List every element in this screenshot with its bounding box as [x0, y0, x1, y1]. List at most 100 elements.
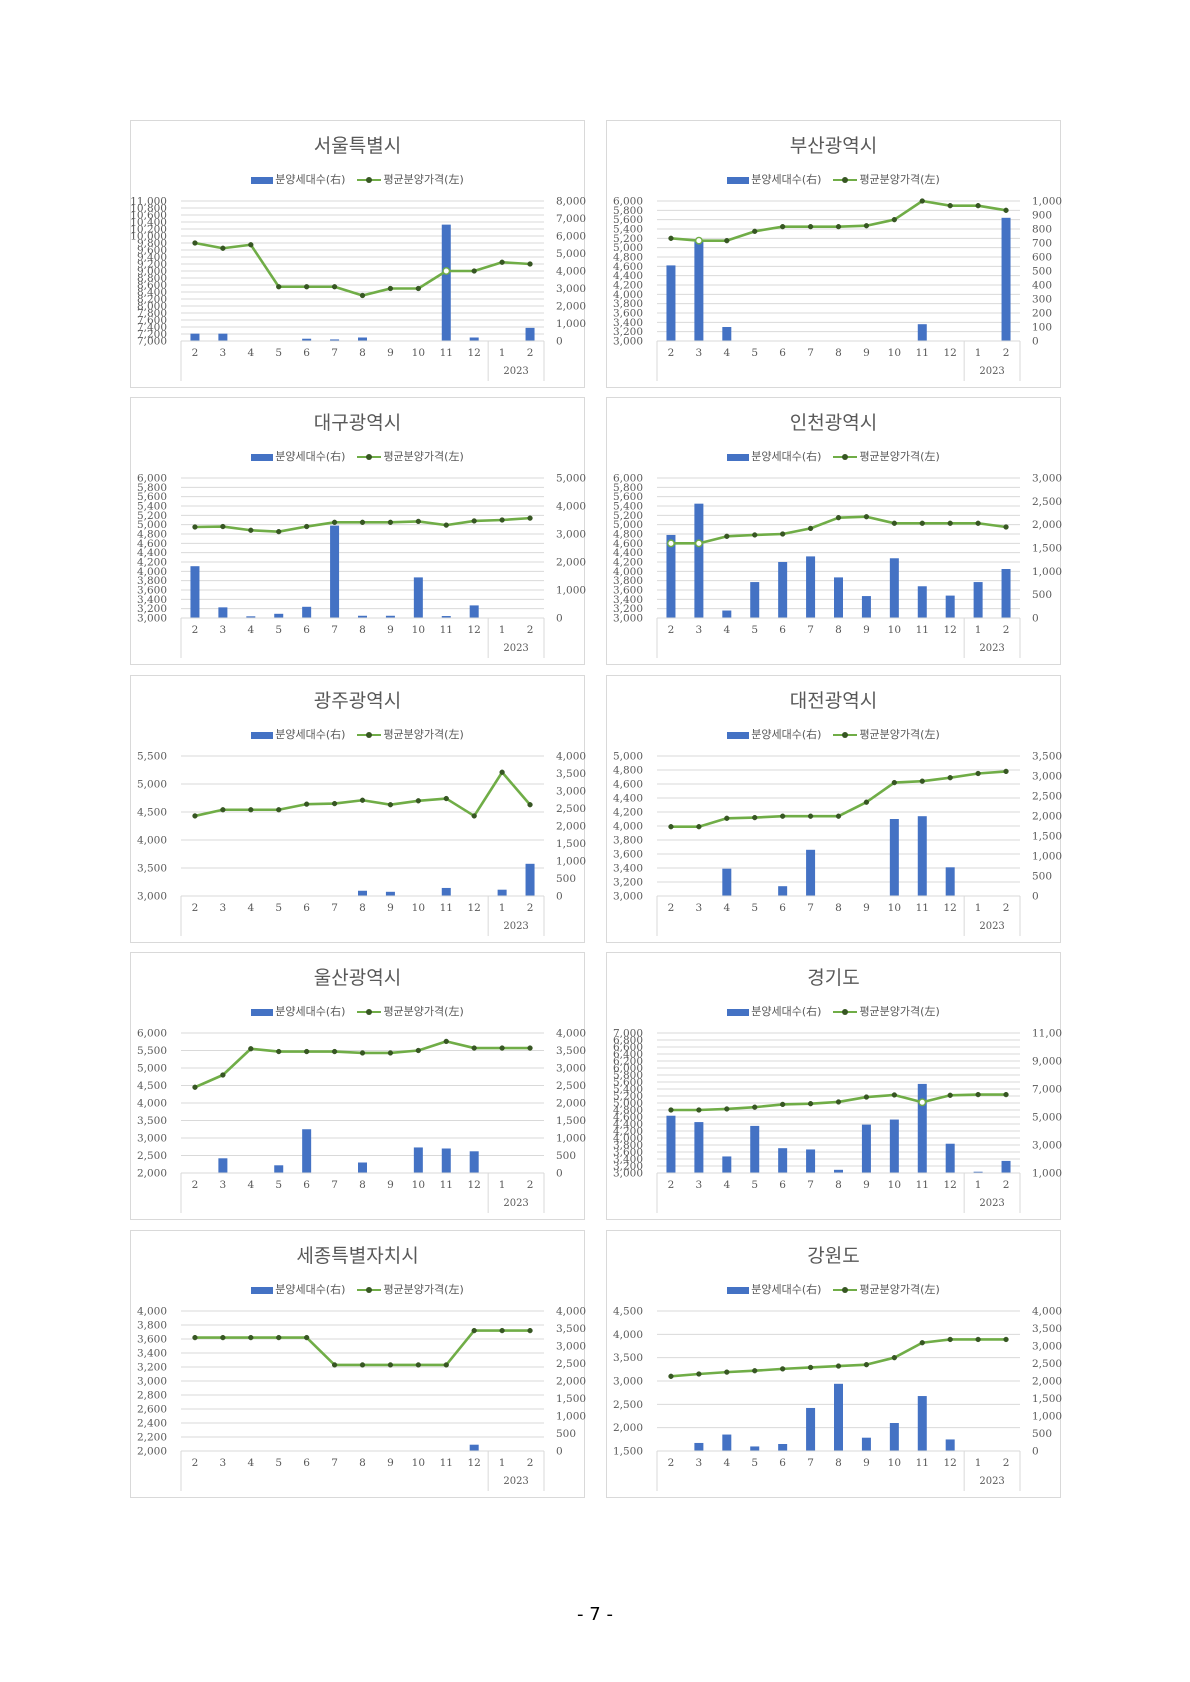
bar [861, 1124, 871, 1173]
left-tick-label: 3,000 [613, 613, 643, 625]
bar [666, 534, 676, 618]
legend-bar-label: 분양세대수(右) [751, 1005, 822, 1018]
bar [302, 338, 312, 341]
right-tick-label: 11,000 [1032, 1028, 1062, 1040]
line-point [387, 519, 394, 525]
bar [889, 1119, 899, 1173]
line-point [891, 1355, 897, 1361]
year-label: 2023 [979, 921, 1004, 932]
line-point [387, 285, 394, 292]
left-tick-label: 5,500 [137, 751, 167, 763]
right-tick-label: 500 [1032, 266, 1052, 278]
bar [469, 1151, 479, 1173]
right-tick-label: 300 [1032, 294, 1052, 306]
x-tick-label: 7 [331, 347, 338, 359]
bar [1001, 1160, 1011, 1173]
x-tick-label: 4 [723, 902, 730, 914]
x-tick-label: 2 [192, 1179, 199, 1191]
legend-line-swatch [833, 731, 858, 739]
bar [274, 1165, 284, 1173]
x-tick-label: 7 [807, 902, 814, 914]
line-point [359, 1050, 366, 1056]
left-tick-label: 6,000 [137, 473, 167, 485]
left-tick-label: 4,400 [613, 793, 643, 805]
year-label: 2023 [503, 1198, 528, 1209]
line-point [919, 520, 925, 526]
line-point [220, 1334, 226, 1341]
line-point [415, 1047, 421, 1054]
line-point [947, 1336, 953, 1343]
bar [945, 867, 955, 896]
line-point [780, 224, 786, 230]
left-tick-label: 4,400 [613, 1119, 643, 1131]
left-tick-label: 3,500 [137, 863, 167, 875]
line-point [387, 802, 394, 808]
right-tick-label: 7,000 [556, 213, 586, 225]
line-point [724, 1106, 730, 1112]
line-point [918, 1098, 927, 1107]
chart-title: 경기도 [807, 967, 860, 989]
line-point [807, 224, 814, 230]
legend-bar-label: 분양세대수(右) [275, 173, 346, 186]
legend-line-label: 평균분양가격(左) [383, 728, 464, 741]
left-tick-label: 4,000 [613, 1329, 643, 1341]
bar [917, 1083, 927, 1173]
left-tick-label: 7,600 [137, 315, 167, 327]
right-tick-label: 5,000 [556, 248, 586, 260]
legend-line-swatch [833, 453, 858, 461]
right-tick-label: 3,000 [1032, 1140, 1062, 1152]
chart-title: 세종특별자치시 [296, 1245, 419, 1267]
x-tick-label: 12 [944, 347, 957, 359]
right-tick-label: 2,000 [556, 301, 586, 313]
legend-bar-swatch [251, 1008, 274, 1016]
left-tick-label: 4,000 [613, 566, 643, 578]
right-tick-label: 500 [1032, 871, 1052, 883]
legend-line-label: 평균분양가격(左) [859, 728, 940, 741]
x-tick-label: 2 [1003, 624, 1010, 636]
left-tick-label: 4,000 [137, 566, 167, 578]
x-tick-label: 2 [668, 1457, 675, 1469]
x-tick-label: 3 [696, 1179, 703, 1191]
right-tick-label: 800 [1032, 224, 1052, 236]
legend-line-swatch [833, 1286, 858, 1294]
bar [973, 582, 983, 618]
right-tick-label: 2,500 [556, 803, 586, 815]
x-tick-label: 5 [275, 624, 282, 636]
chart-title: 광주광역시 [313, 690, 402, 712]
line-point [527, 1045, 533, 1051]
left-tick-label: 3,400 [613, 863, 643, 875]
left-tick-label: 5,800 [613, 205, 643, 217]
x-tick-label: 10 [888, 347, 901, 359]
chart-title: 부산광역시 [789, 135, 878, 157]
line-point [248, 242, 254, 248]
series-line [670, 515, 1007, 545]
right-tick-label: 4,000 [556, 1028, 586, 1040]
chart-legend: 분양세대수(右) 평균분양가격(左) [131, 171, 584, 187]
right-tick-label: 100 [1032, 322, 1052, 334]
right-tick-label: 500 [556, 873, 576, 885]
x-tick-label: 11 [916, 902, 929, 914]
chart-panel: 대전광역시 분양세대수(右) 평균분양가격(左) 5,000 4,800 4,600 4,4… [606, 675, 1062, 943]
x-tick-label: 4 [247, 902, 254, 914]
x-tick-label: 1 [975, 902, 982, 914]
x-tick-label: 4 [723, 347, 730, 359]
chart-panel: 대구광역시 분양세대수(右) 평균분양가격(左) 6,000 5,800 5,600 5,4… [130, 397, 586, 665]
line-point [668, 824, 674, 830]
x-tick-label: 1 [499, 624, 506, 636]
legend-line-label: 평균분양가격(左) [859, 1005, 940, 1018]
x-tick-label: 4 [247, 624, 254, 636]
legend-line-swatch [833, 1008, 858, 1016]
bar [806, 849, 816, 896]
line-point [304, 523, 310, 530]
x-tick-label: 5 [275, 1179, 282, 1191]
x-tick-label: 2 [527, 1457, 534, 1469]
left-tick-label: 3,200 [613, 877, 643, 889]
left-tick-label: 4,500 [137, 1080, 167, 1092]
left-tick-label: 3,600 [137, 585, 167, 597]
left-tick-label: 5,600 [613, 491, 643, 503]
right-tick-label: 1,000 [556, 585, 586, 597]
line-point [331, 800, 338, 807]
bar [525, 327, 535, 341]
left-tick-label: 3,800 [137, 575, 167, 587]
line-point [359, 1362, 366, 1368]
